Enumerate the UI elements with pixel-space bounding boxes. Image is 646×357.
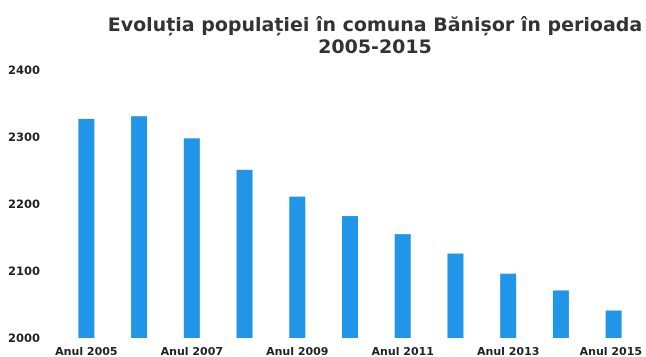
x-axis-ticks: Anul 2005 Anul 2007 Anul 2009 Anul 2011 Anul… (55, 345, 642, 357)
x-tick-label: Anul 2005 (55, 345, 117, 357)
bar (447, 253, 464, 338)
y-tick-label: 2400 (8, 63, 40, 77)
y-tick-label: 2000 (8, 331, 40, 345)
bar (78, 118, 95, 338)
x-tick-label: Anul 2007 (161, 345, 223, 357)
y-tick-label: 2200 (8, 197, 40, 211)
y-tick-label: 2100 (8, 264, 40, 278)
bar (183, 138, 200, 338)
bar (394, 234, 411, 338)
y-axis-ticks: 2000 2100 2200 2300 2400 (8, 63, 40, 345)
bar (342, 216, 358, 338)
x-tick-label: Anul 2011 (372, 345, 434, 357)
bar (552, 290, 569, 338)
chart-title-line-1: Evoluția populației în comuna Bănișor în… (108, 14, 642, 36)
x-tick-label: Anul 2015 (580, 345, 642, 357)
bar (289, 196, 306, 338)
bar (236, 169, 253, 338)
bars (78, 116, 622, 338)
bar (500, 273, 517, 338)
bar (131, 116, 148, 338)
y-tick-label: 2300 (8, 130, 40, 144)
chart-title-line-2: 2005-2015 (318, 36, 432, 58)
bar (605, 310, 622, 338)
x-tick-label: Anul 2013 (477, 345, 539, 357)
x-tick-label: Anul 2009 (266, 345, 328, 357)
